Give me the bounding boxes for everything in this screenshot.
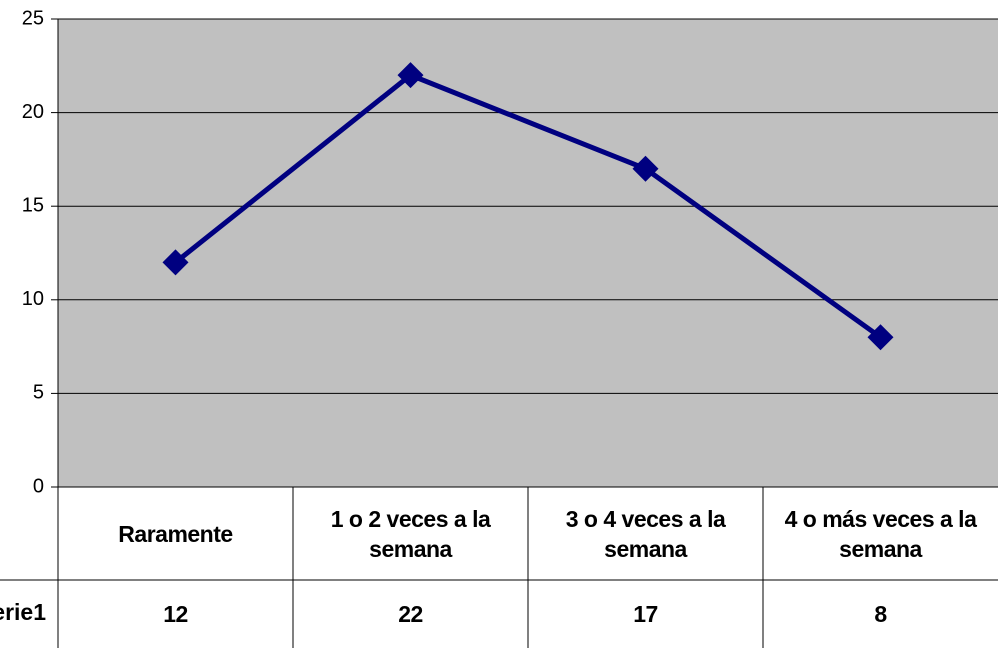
- x-tick-label: 4 o más veces a la semana: [784, 505, 977, 562]
- data-table-value: 12: [163, 601, 188, 627]
- data-table-value-cell: 17: [633, 601, 658, 627]
- y-tick-label: 15: [22, 194, 44, 216]
- y-tick-label: 20: [22, 101, 44, 123]
- marker: [867, 324, 894, 351]
- series-line: [173, 72, 882, 340]
- data-table-value: 17: [633, 601, 658, 627]
- marker: [632, 155, 659, 182]
- x-tick-label: Raramente: [118, 520, 233, 547]
- data-table-value: 8: [874, 601, 887, 627]
- x-tick-label-cell: 1 o 2 veces a la semana: [330, 505, 491, 562]
- series-name: Serie1: [0, 599, 46, 625]
- x-tick-label-cell: 3 o 4 veces a la semana: [565, 505, 726, 562]
- y-tick-label: 0: [33, 475, 44, 497]
- x-tick-label: 1 o 2 veces a la semana: [330, 505, 491, 562]
- x-tick-label: 3 o 4 veces a la semana: [565, 505, 726, 562]
- marker: [397, 62, 424, 89]
- data-table-value-cell: 12: [163, 601, 188, 627]
- data-table-value-cell: 22: [398, 601, 423, 627]
- y-tick-label: 10: [22, 288, 44, 310]
- data-table-value: 22: [398, 601, 423, 627]
- x-tick-label-cell: 4 o más veces a la semana: [784, 505, 977, 562]
- data-table-value-cell: 8: [874, 601, 887, 627]
- marker: [162, 249, 189, 276]
- x-tick-label-cell: Raramente: [118, 520, 233, 547]
- y-tick-label: 5: [33, 382, 44, 404]
- plot-area: [58, 19, 998, 487]
- y-tick-label: 25: [22, 7, 44, 29]
